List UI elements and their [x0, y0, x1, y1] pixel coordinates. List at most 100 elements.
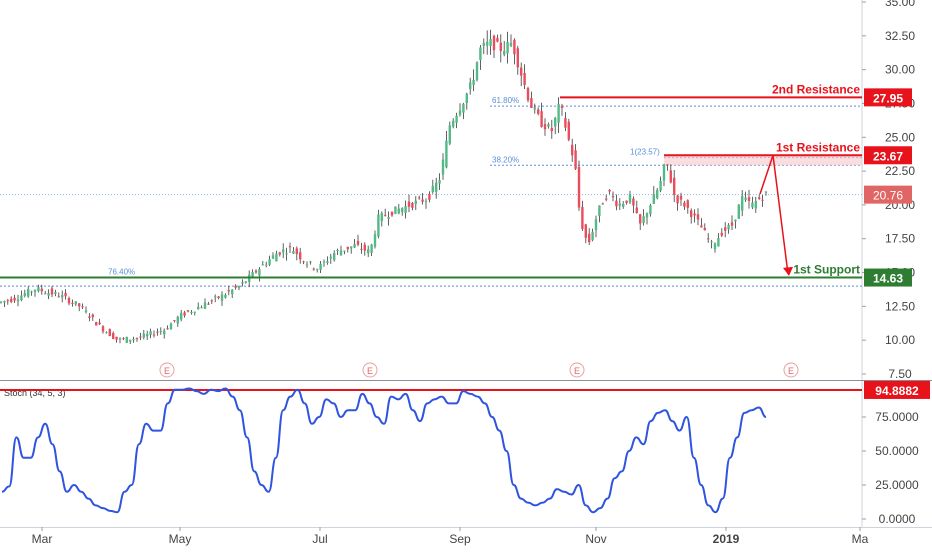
candle-body: [717, 238, 720, 247]
candle-body: [363, 244, 366, 251]
candle-body: [210, 300, 213, 302]
candle-body: [666, 164, 669, 166]
stoch-tick-label: 50.0000: [875, 444, 919, 458]
candle-body: [278, 252, 281, 255]
candle-body: [326, 261, 329, 264]
candle-body: [676, 195, 679, 204]
candle-body: [411, 203, 414, 208]
price-tick-label: 32.50: [885, 29, 915, 43]
candle-body: [166, 328, 169, 330]
candle-body: [71, 302, 74, 304]
candle-body: [625, 200, 628, 203]
candle-body: [380, 213, 383, 222]
candle-body: [180, 312, 183, 320]
candle-body: [713, 243, 717, 250]
candle-body: [217, 296, 220, 299]
candle-body: [584, 224, 587, 238]
candle-body: [741, 196, 744, 211]
candle-body: [659, 180, 662, 191]
candle-body: [530, 98, 533, 109]
projection-arrow-head: [783, 266, 793, 276]
candle-body: [227, 290, 230, 292]
candle-body: [455, 115, 458, 123]
candle-body: [67, 298, 71, 304]
candle-body: [3, 301, 6, 303]
price-tick-label: 22.50: [885, 164, 915, 178]
earnings-marker-label: E: [788, 366, 794, 376]
candle-body: [526, 88, 530, 101]
candle-body: [292, 251, 295, 254]
candle-body: [98, 322, 101, 325]
candle-body: [241, 282, 244, 284]
earnings-marker-icon: [362, 362, 378, 378]
candle-body: [397, 208, 400, 214]
time-tick-label: Mar: [32, 532, 53, 546]
candle-body: [132, 338, 135, 340]
time-tick-label: Sep: [449, 532, 471, 546]
candle-body: [513, 39, 516, 55]
candle-body: [183, 312, 186, 316]
candle-body: [367, 249, 370, 254]
stoch-indicator-title: Stoch (34, 5, 3): [4, 388, 66, 398]
candle-body: [265, 264, 268, 266]
price-tick-label: 25.00: [885, 130, 915, 144]
time-tick-label: Jul: [312, 532, 327, 546]
candle-body: [305, 264, 309, 266]
candle-body: [506, 41, 509, 54]
candle-body: [244, 281, 247, 283]
candle-body: [758, 197, 761, 200]
candle-body: [231, 289, 234, 295]
time-tick-label: May: [169, 532, 192, 546]
current-price-tag-text: 20.76: [873, 189, 903, 203]
candle-body: [418, 197, 421, 199]
price-tick-label: 10.00: [885, 333, 915, 347]
candle-body: [37, 287, 40, 292]
candle-body: [486, 41, 489, 46]
candle-body: [649, 205, 652, 215]
candle-body: [747, 197, 751, 201]
candle-body: [618, 203, 621, 206]
candle-body: [152, 334, 156, 336]
candle-body: [302, 261, 305, 263]
candle-body: [139, 336, 142, 338]
candle-body: [431, 186, 434, 193]
candle-body: [258, 269, 261, 276]
candle-body: [234, 286, 237, 288]
candle-body: [322, 261, 326, 263]
candle-body: [47, 293, 50, 296]
candle-body: [414, 200, 417, 204]
candle-body: [74, 301, 77, 305]
candle-body: [377, 214, 380, 237]
candle-body: [499, 42, 502, 51]
stoch-tick-label: 0.0000: [879, 512, 916, 526]
candle-body: [268, 259, 271, 265]
candle-body: [336, 250, 339, 252]
candle-body: [115, 336, 118, 340]
support-level-label: 1st Support: [793, 263, 860, 277]
candle-body: [146, 333, 149, 337]
candle-body: [343, 250, 346, 252]
candle-body: [370, 244, 373, 254]
candle-body: [608, 189, 611, 192]
candle-body: [605, 198, 608, 200]
fib-reference-label: 1(23.57): [630, 148, 660, 157]
support-price-tag: [864, 268, 912, 287]
candle-body: [214, 296, 217, 298]
candle-body: [224, 294, 227, 298]
candle-body: [703, 227, 706, 231]
candle-body: [329, 256, 332, 259]
stoch-overbought-tag: [864, 380, 930, 399]
candle-body: [724, 227, 727, 231]
candle-body: [190, 311, 193, 313]
candle-body: [203, 302, 207, 309]
candle-body: [390, 211, 394, 216]
candle-body: [373, 234, 377, 247]
resistance-level-label: 2nd Resistance: [772, 82, 860, 96]
price-tick-label: 7.50: [888, 367, 912, 381]
price-tick-label: 35.00: [885, 0, 915, 9]
resistance-price-tag-text: 27.95: [873, 91, 903, 105]
candle-body: [679, 195, 683, 200]
candle-body: [591, 231, 594, 241]
